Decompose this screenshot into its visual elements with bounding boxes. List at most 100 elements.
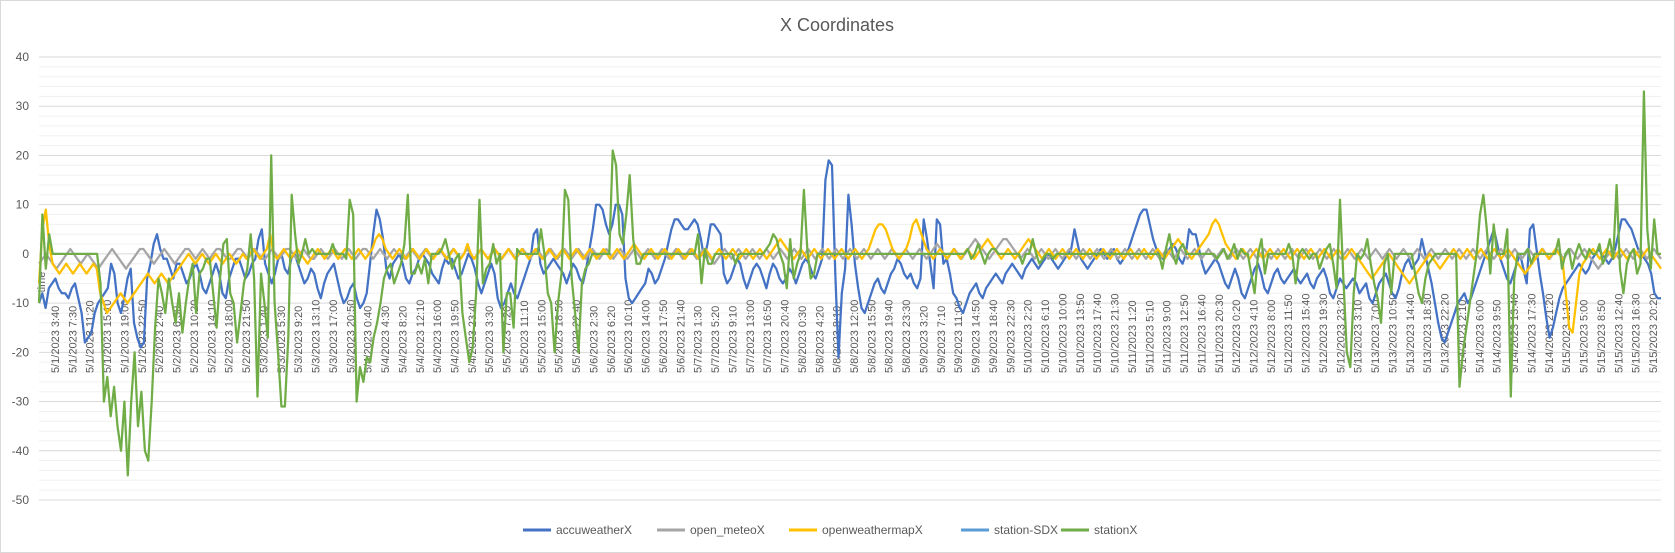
x-tick-label: 5/8/2023 19:40 — [884, 300, 896, 373]
x-tick-label: 5/1/2023 3:40 — [50, 306, 62, 373]
x-tick-label: 5/3/2023 13:10 — [311, 300, 323, 373]
x-tick-label: 5/13/2023 7:00 — [1370, 300, 1382, 373]
y-tick-label: -40 — [12, 444, 30, 458]
x-tick-label: 5/10/2023 21:30 — [1110, 293, 1122, 373]
x-tick-label: 5/15/2023 5:00 — [1579, 300, 1591, 373]
x-tick-label: 5/2/2023 21:50 — [241, 300, 253, 373]
x-tick-label: 5/7/2023 9:10 — [727, 306, 739, 373]
series-group — [37, 90, 1662, 477]
x-tick-label: 5/9/2023 3:20 — [918, 306, 930, 373]
x-tick-label: 5/11/2023 16:40 — [1196, 294, 1208, 373]
x-tick-label: 5/8/2023 23:30 — [901, 300, 913, 373]
x-tick-label: 5/1/2023 22:50 — [137, 300, 149, 373]
minor-gridlines — [39, 66, 1661, 491]
x-tick-label: 5/3/2023 17:00 — [328, 300, 340, 373]
x-tick-label: 5/2/2023 18:00 — [224, 300, 236, 373]
x-tick-label: 5/1/2023 19:00 — [119, 300, 131, 373]
x-tick-label: 5/4/2023 19:50 — [450, 300, 462, 373]
legend-label: openweathermapX — [822, 523, 923, 537]
x-tick-label: 5/12/2023 8:00 — [1266, 300, 1278, 373]
x-tick-label: 5/6/2023 6:20 — [606, 306, 618, 373]
series-line-open_meteoX — [38, 237, 1662, 270]
x-tick-label: 5/5/2023 11:10 — [519, 300, 531, 373]
x-tick-label: 5/7/2023 20:40 — [780, 300, 792, 373]
x-tick-label: 5/13/2023 14:40 — [1405, 293, 1417, 373]
x-tick-label: 5/15/2023 1:10 — [1561, 300, 1573, 373]
x-tick-label: 5/11/2023 5:10 — [1144, 300, 1156, 373]
y-tick-label: 20 — [16, 148, 30, 162]
y-tick-label: 0 — [22, 247, 29, 261]
x-tick-label: 5/10/2023 2:20 — [1023, 300, 1035, 373]
legend: accuweatherX open_meteoX openweathermapX st… — [523, 523, 1137, 537]
x-tick-label: 5/5/2023 3:30 — [484, 306, 496, 373]
x-tick-label: 5/14/2023 2:10 — [1457, 300, 1469, 373]
x-tick-label: 5/10/2023 10:00 — [1057, 293, 1069, 373]
x-tick-label: 5/8/2023 12:00 — [849, 300, 861, 373]
x-tick-label: 5/10/2023 13:50 — [1075, 293, 1087, 373]
x-tick-label: 5/4/2023 4:30 — [380, 306, 392, 373]
x-tick-label: 5/1/2023 15:10 — [102, 300, 114, 373]
x-tick-label: 5/9/2023 14:50 — [971, 300, 983, 373]
y-tick-label: 30 — [16, 99, 30, 113]
x-tick-label: 5/13/2023 10:50 — [1387, 293, 1399, 373]
legend-label: station-SDX — [994, 523, 1058, 537]
x-tick-label: 5/10/2023 6:10 — [1040, 300, 1052, 373]
x-tick-label: 5/6/2023 17:50 — [658, 300, 670, 373]
x-tick-label: 5/11/2023 1:20 — [1127, 300, 1139, 373]
x-tick-label: 5/4/2023 16:00 — [432, 300, 444, 373]
x-tick-label: 5/14/2023 6:00 — [1474, 300, 1486, 373]
x-tick-label: 5/8/2023 15:50 — [866, 300, 878, 373]
y-tick-label: -50 — [12, 493, 30, 507]
x-tick-label: 5/12/2023 15:40 — [1301, 293, 1313, 373]
x-tick-label: 5/11/2023 9:00 — [1162, 300, 1174, 373]
x-tick-label: 5/15/2023 20:20 — [1648, 293, 1660, 373]
y-tick-label: -30 — [12, 395, 30, 409]
x-tick-label: 5/7/2023 16:50 — [762, 300, 774, 373]
series-line-stationX — [37, 90, 1661, 477]
x-tick-label: 5/14/2023 17:30 — [1526, 293, 1538, 373]
series-line-openweathermapX — [37, 208, 1662, 334]
x-tick-label: 5/9/2023 11:00 — [953, 300, 965, 373]
x-tick-label: 5/2/2023 2:40 — [154, 306, 166, 373]
legend-label: open_meteoX — [690, 523, 765, 537]
x-tick-label: 5/5/2023 15:00 — [536, 300, 548, 373]
x-tick-label: 5/13/2023 3:10 — [1353, 300, 1365, 373]
x-tick-label: 5/12/2023 11:50 — [1283, 294, 1295, 373]
legend-label: accuweatherX — [556, 523, 632, 537]
x-tick-label: 5/12/2023 0:20 — [1231, 300, 1243, 373]
x-tick-label: 5/6/2023 21:40 — [675, 300, 687, 373]
chart-title: X Coordinates — [780, 15, 894, 35]
x-tick-label: 5/6/2023 2:30 — [588, 306, 600, 373]
y-axis: 40 30 20 10 0 -10 -20 -30 -40 -50 — [12, 50, 30, 507]
x-tick-label: 5/2/2023 10:20 — [189, 300, 201, 373]
x-tick-label: 5/15/2023 16:30 — [1631, 293, 1643, 373]
x-tick-label: 5/8/2023 4:20 — [814, 306, 826, 373]
x-axis-title: time — [36, 272, 48, 293]
legend-label: stationX — [1094, 523, 1137, 537]
y-tick-label: -10 — [12, 296, 30, 310]
x-tick-label: 5/3/2023 9:20 — [293, 306, 305, 373]
x-tick-label: 5/11/2023 20:30 — [1214, 294, 1226, 373]
y-tick-label: 40 — [16, 50, 30, 64]
x-tick-label: 5/7/2023 13:00 — [745, 300, 757, 373]
x-tick-label: 5/11/2023 12:50 — [1179, 294, 1191, 373]
x-tick-label: 5/1/2023 7:30 — [67, 306, 79, 373]
x-tick-label: 5/6/2023 14:00 — [641, 300, 653, 373]
x-tick-label: 5/10/2023 17:40 — [1092, 293, 1104, 373]
x-tick-label: 5/6/2023 10:10 — [623, 300, 635, 373]
x-tick-label: 5/9/2023 18:40 — [988, 300, 1000, 373]
x-tick-label: 5/4/2023 12:10 — [415, 300, 427, 373]
x-tick-label: 5/8/2023 0:30 — [797, 306, 809, 373]
x-tick-label: 5/2/2023 14:10 — [206, 300, 218, 373]
x-tick-label: 5/12/2023 4:10 — [1249, 300, 1261, 373]
y-tick-label: -20 — [12, 345, 30, 359]
y-tick-label: 10 — [16, 198, 30, 212]
x-tick-label: 5/14/2023 9:50 — [1492, 300, 1504, 373]
x-tick-label: 5/7/2023 1:30 — [693, 306, 705, 373]
x-tick-label: 5/9/2023 7:10 — [936, 306, 948, 373]
x-tick-label: 5/7/2023 5:20 — [710, 306, 722, 373]
x-tick-label: 5/9/2023 22:30 — [1005, 300, 1017, 373]
x-tick-label: 5/13/2023 22:20 — [1440, 293, 1452, 373]
